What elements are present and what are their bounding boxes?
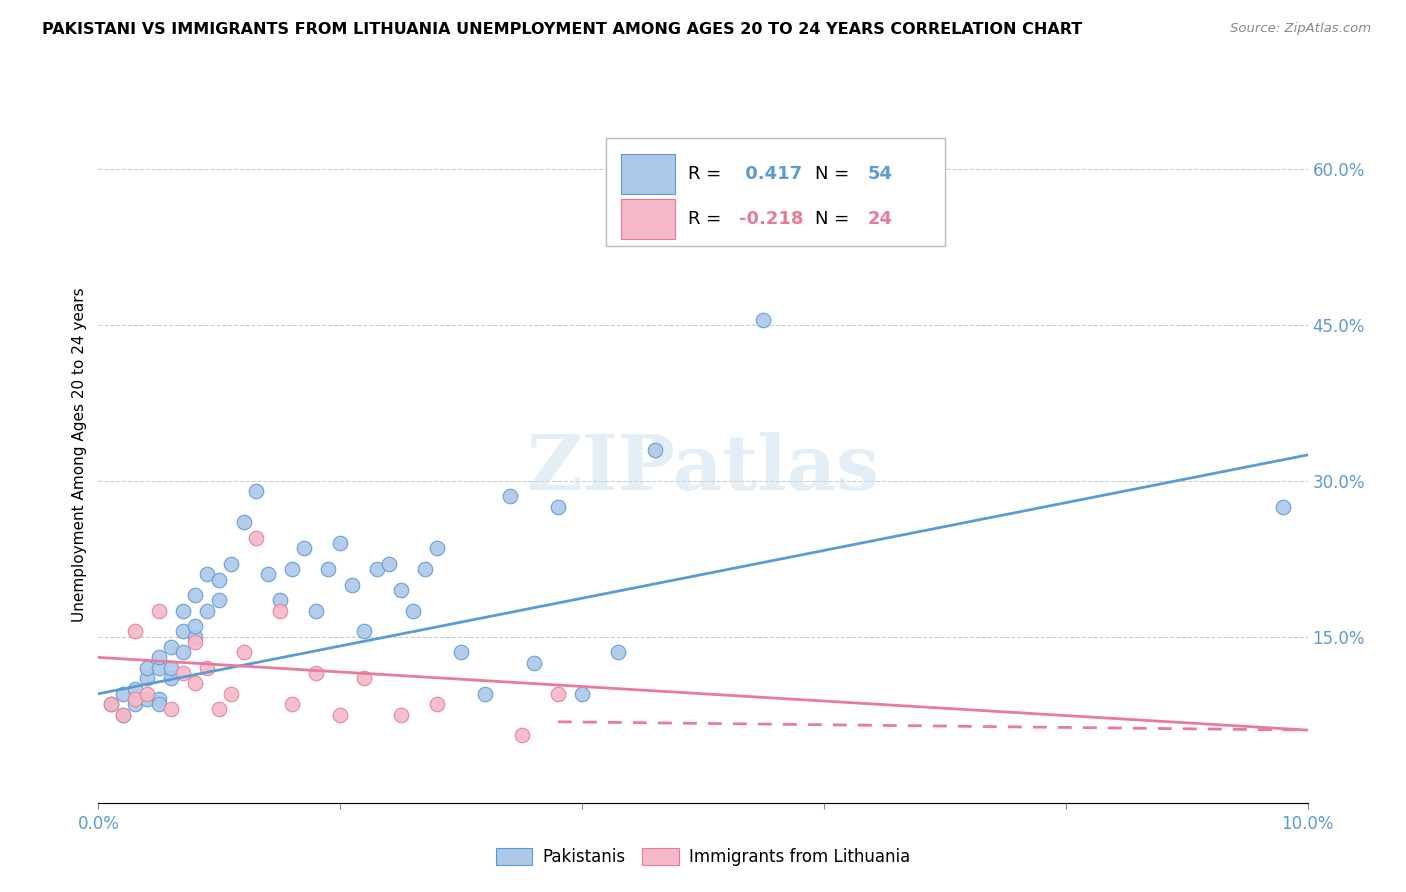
Text: R =: R = bbox=[689, 210, 727, 228]
Point bbox=[269, 593, 291, 607]
Point bbox=[135, 671, 157, 685]
Point bbox=[148, 604, 170, 618]
Point bbox=[111, 707, 134, 722]
Point bbox=[450, 645, 472, 659]
Point bbox=[148, 692, 170, 706]
Point bbox=[692, 162, 714, 177]
Point bbox=[160, 702, 183, 716]
Point bbox=[184, 588, 207, 602]
Point bbox=[292, 541, 315, 556]
Point bbox=[245, 531, 267, 545]
Point bbox=[160, 640, 183, 654]
Text: R =: R = bbox=[689, 165, 727, 183]
Point bbox=[100, 697, 122, 711]
Point bbox=[305, 665, 328, 680]
Point bbox=[195, 604, 218, 618]
Point bbox=[172, 604, 194, 618]
Point bbox=[498, 490, 520, 504]
Legend: Pakistanis, Immigrants from Lithuania: Pakistanis, Immigrants from Lithuania bbox=[488, 839, 918, 874]
Point bbox=[329, 536, 352, 550]
Point bbox=[426, 697, 449, 711]
Point bbox=[184, 630, 207, 644]
Point bbox=[474, 687, 496, 701]
Point bbox=[353, 624, 375, 639]
Point bbox=[148, 697, 170, 711]
Point bbox=[208, 593, 231, 607]
Point bbox=[413, 562, 436, 576]
Point bbox=[571, 687, 593, 701]
Point bbox=[316, 562, 339, 576]
Point bbox=[111, 687, 134, 701]
Point bbox=[160, 671, 183, 685]
Point bbox=[172, 624, 194, 639]
Point bbox=[402, 604, 425, 618]
Point bbox=[172, 645, 194, 659]
Point bbox=[329, 707, 352, 722]
Point bbox=[426, 541, 449, 556]
Point bbox=[245, 484, 267, 499]
Point bbox=[752, 313, 775, 327]
Point bbox=[389, 707, 412, 722]
Point bbox=[148, 650, 170, 665]
Point bbox=[124, 697, 146, 711]
Point bbox=[100, 697, 122, 711]
Point bbox=[510, 728, 533, 742]
FancyBboxPatch shape bbox=[621, 199, 675, 239]
Text: 54: 54 bbox=[868, 165, 893, 183]
Point bbox=[184, 676, 207, 690]
Text: N =: N = bbox=[815, 165, 855, 183]
Point bbox=[232, 516, 254, 530]
Point bbox=[389, 582, 412, 597]
FancyBboxPatch shape bbox=[606, 138, 945, 246]
Point bbox=[172, 665, 194, 680]
Point bbox=[184, 635, 207, 649]
Point bbox=[111, 707, 134, 722]
Point bbox=[124, 692, 146, 706]
Text: PAKISTANI VS IMMIGRANTS FROM LITHUANIA UNEMPLOYMENT AMONG AGES 20 TO 24 YEARS CO: PAKISTANI VS IMMIGRANTS FROM LITHUANIA U… bbox=[42, 22, 1083, 37]
Point bbox=[353, 671, 375, 685]
Point bbox=[644, 442, 666, 457]
Y-axis label: Unemployment Among Ages 20 to 24 years: Unemployment Among Ages 20 to 24 years bbox=[72, 287, 87, 623]
Text: N =: N = bbox=[815, 210, 855, 228]
Point bbox=[547, 500, 569, 514]
Point bbox=[221, 687, 243, 701]
Point bbox=[135, 661, 157, 675]
Point bbox=[1272, 500, 1295, 514]
Text: 0.417: 0.417 bbox=[740, 165, 803, 183]
Point bbox=[377, 557, 399, 571]
Point bbox=[607, 645, 630, 659]
Point bbox=[195, 567, 218, 582]
Text: Source: ZipAtlas.com: Source: ZipAtlas.com bbox=[1230, 22, 1371, 36]
Point bbox=[342, 578, 364, 592]
Point bbox=[547, 687, 569, 701]
Point bbox=[366, 562, 388, 576]
Point bbox=[232, 645, 254, 659]
Point bbox=[305, 604, 328, 618]
Point bbox=[281, 562, 304, 576]
Point bbox=[135, 692, 157, 706]
Point bbox=[208, 702, 231, 716]
Text: -0.218: -0.218 bbox=[740, 210, 804, 228]
Point bbox=[160, 661, 183, 675]
FancyBboxPatch shape bbox=[621, 153, 675, 194]
Point bbox=[148, 661, 170, 675]
Point bbox=[281, 697, 304, 711]
Point bbox=[256, 567, 278, 582]
Point bbox=[221, 557, 243, 571]
Point bbox=[184, 619, 207, 633]
Point bbox=[124, 624, 146, 639]
Point bbox=[523, 656, 546, 670]
Point bbox=[124, 681, 146, 696]
Point bbox=[208, 573, 231, 587]
Text: ZIPatlas: ZIPatlas bbox=[526, 432, 880, 506]
Text: 24: 24 bbox=[868, 210, 893, 228]
Point bbox=[135, 687, 157, 701]
Point bbox=[195, 661, 218, 675]
Point bbox=[269, 604, 291, 618]
